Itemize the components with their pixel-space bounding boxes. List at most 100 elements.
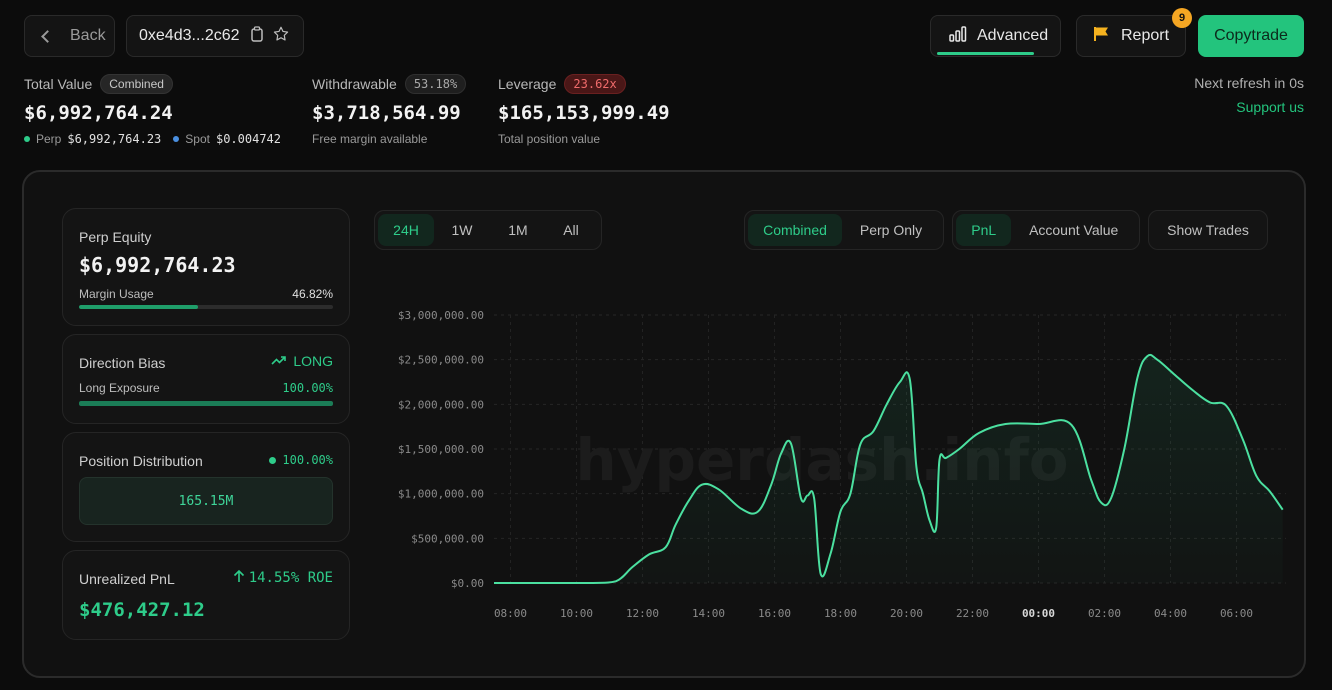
y-tick-label: $500,000.00 <box>411 532 484 545</box>
leverage-label: Leverage <box>498 76 557 92</box>
distribution-indicator: 100.00% <box>269 453 333 467</box>
report-button[interactable]: Report 9 <box>1076 8 1192 57</box>
perp-label: Perp <box>36 132 62 146</box>
direction-bias-card: Direction Bias LONG Long Exposure 100.00… <box>62 334 350 424</box>
perp-equity-value: $6,992,764.23 <box>79 253 236 277</box>
back-label: Back <box>70 27 106 44</box>
spot-label: Spot <box>185 132 210 146</box>
chevron-left-icon <box>41 29 54 43</box>
clipboard-icon[interactable] <box>250 25 264 47</box>
withdrawable-label: Withdrawable <box>312 76 397 92</box>
x-tick-label: 08:00 <box>494 607 527 620</box>
direction-indicator: LONG <box>271 353 333 369</box>
x-tick-label: 22:00 <box>956 607 989 620</box>
y-tick-label: $2,000,000.00 <box>398 398 484 411</box>
time-range-toggle: 24H 1W 1M All <box>374 210 602 250</box>
wallet-address: 0xe4d3...2c62 <box>139 27 240 44</box>
range-1w[interactable]: 1W <box>451 222 473 238</box>
metric-account-value[interactable]: Account Value <box>1029 222 1119 238</box>
metric-toggle: PnL Account Value <box>952 210 1140 250</box>
report-count-badge: 9 <box>1172 8 1192 28</box>
address-chip: 0xe4d3...2c62 <box>126 15 304 57</box>
y-tick-label: $2,500,000.00 <box>398 354 484 367</box>
unrealized-pnl-value: $476,427.12 <box>79 599 205 621</box>
distribution-box: 165.15M <box>79 477 333 525</box>
report-label: Report <box>1121 27 1170 44</box>
y-axis: $0.00 $500,000.00 $1,000,000.00 $1,500,000.… <box>398 309 484 590</box>
margin-usage-bar <box>79 305 333 309</box>
combined-tag: Combined <box>100 74 173 94</box>
x-tick-label: 10:00 <box>560 607 593 620</box>
perp-equity-card: Perp Equity $6,992,764.23 Margin Usage 4… <box>62 208 350 326</box>
total-value-amount: $6,992,764.24 <box>24 102 173 124</box>
withdrawable-sub: Free margin available <box>312 132 428 146</box>
copytrade-button[interactable]: Copytrade <box>1198 15 1304 57</box>
unrealized-pnl-card: Unrealized PnL 14.55% ROE $476,427.12 <box>62 550 350 640</box>
total-value-stat: Total Value Combined $6,992,764.24 Perp … <box>24 74 281 146</box>
refresh-timer: Next refresh in 0s <box>1194 75 1304 91</box>
range-24h[interactable]: 24H <box>378 214 434 246</box>
roe-indicator: 14.55% ROE <box>233 569 333 587</box>
x-axis: 08:00 10:00 12:00 14:00 16:00 18:00 20:00 22:00… <box>494 607 1253 620</box>
advanced-underline <box>937 52 1034 55</box>
direction-label: LONG <box>293 353 333 369</box>
mode-combined[interactable]: Combined <box>748 214 842 246</box>
y-tick-label: $1,500,000.00 <box>398 443 484 456</box>
metric-pnl[interactable]: PnL <box>956 214 1012 246</box>
x-tick-label: 12:00 <box>626 607 659 620</box>
long-dot <box>269 456 277 464</box>
back-button[interactable]: Back <box>24 15 115 57</box>
arrow-up-icon <box>233 569 245 587</box>
pnl-line <box>493 353 1284 584</box>
margin-usage-label: Margin Usage <box>79 287 154 301</box>
spot-dot <box>173 136 180 142</box>
x-tick-label: 18:00 <box>824 607 857 620</box>
y-tick-label: $3,000,000.00 <box>398 309 484 322</box>
unrealized-pnl-title: Unrealized PnL <box>79 571 175 587</box>
advanced-button[interactable]: Advanced <box>930 15 1061 57</box>
margin-usage-value: 46.82% <box>292 287 333 301</box>
y-tick-label: $1,000,000.00 <box>398 488 484 501</box>
position-distribution-title: Position Distribution <box>79 453 203 469</box>
range-all[interactable]: All <box>563 222 579 238</box>
long-exposure-fill <box>79 401 333 406</box>
direction-bias-title: Direction Bias <box>79 355 166 371</box>
spot-value: $0.004742 <box>215 132 281 146</box>
flag-icon <box>1093 26 1111 47</box>
star-icon[interactable] <box>272 25 290 48</box>
trending-up-icon <box>271 353 287 369</box>
mode-toggle: Combined Perp Only <box>744 210 944 250</box>
bar-chart-icon <box>949 25 967 47</box>
x-tick-label: 14:00 <box>692 607 725 620</box>
long-exposure-label: Long Exposure <box>79 381 160 395</box>
leverage-sub: Total position value <box>498 132 601 146</box>
x-tick-label: 02:00 <box>1088 607 1121 620</box>
x-tick-label: 06:00 <box>1220 607 1253 620</box>
pnl-area <box>494 354 1283 583</box>
long-exposure-value: 100.00% <box>282 381 333 395</box>
x-tick-label: 04:00 <box>1154 607 1187 620</box>
x-tick-label: 16:00 <box>758 607 791 620</box>
main-panel: Perp Equity $6,992,764.23 Margin Usage 4… <box>22 170 1306 678</box>
leverage-tag: 23.62x <box>564 74 626 94</box>
support-link[interactable]: Support us <box>1236 99 1304 115</box>
perp-value: $6,992,764.23 <box>67 132 162 146</box>
range-1m[interactable]: 1M <box>508 222 528 238</box>
advanced-label: Advanced <box>977 27 1049 44</box>
total-value-label: Total Value <box>24 76 93 92</box>
show-trades-button[interactable]: Show Trades <box>1167 222 1249 238</box>
x-tick-label: 00:00 <box>1022 607 1055 620</box>
leverage-stat: Leverage 23.62x $165,153,999.49 Total po… <box>498 74 670 146</box>
mode-perp-only[interactable]: Perp Only <box>859 222 923 238</box>
pnl-chart: hyperdash.info $0.00$500,000.00$1,000,00… <box>398 309 1286 620</box>
x-tick-label: 20:00 <box>890 607 923 620</box>
position-distribution-card: Position Distribution 100.00% 165.15M <box>62 432 350 542</box>
perp-equity-title: Perp Equity <box>79 229 152 245</box>
roe-value: 14.55% ROE <box>248 570 333 586</box>
long-exposure-bar <box>79 401 333 406</box>
show-trades-group: Show Trades <box>1148 210 1268 250</box>
withdrawable-amount: $3,718,564.99 <box>312 102 461 124</box>
y-tick-label: $0.00 <box>451 577 484 590</box>
leverage-amount: $165,153,999.49 <box>498 102 670 124</box>
margin-usage-fill <box>79 305 198 309</box>
